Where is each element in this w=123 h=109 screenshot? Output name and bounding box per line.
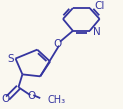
- Text: O: O: [53, 39, 61, 49]
- Text: CH₃: CH₃: [47, 95, 65, 105]
- Text: N: N: [93, 27, 100, 37]
- Text: S: S: [7, 54, 14, 64]
- Text: O: O: [1, 94, 10, 104]
- Text: O: O: [27, 91, 35, 101]
- Text: Cl: Cl: [95, 1, 105, 11]
